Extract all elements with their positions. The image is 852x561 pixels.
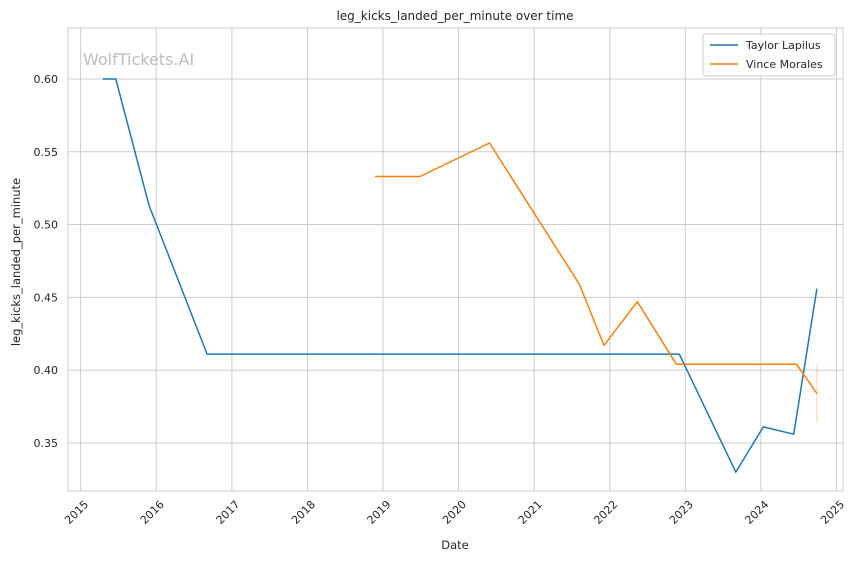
x-axis-label: Date [441, 538, 469, 552]
series-line-taylor-lapilus [102, 78, 818, 473]
watermark: WolfTickets.AI [83, 50, 194, 69]
y-tick-label: 0.45 [34, 291, 59, 304]
x-tick-label: 2018 [289, 498, 318, 527]
grid-lines [68, 28, 843, 491]
x-tick-label: 2016 [138, 498, 167, 527]
x-tick-label: 2025 [818, 498, 847, 527]
x-tick-labels: 2015 2016 2017 2018 2019 2020 2021 2022 2023 2024… [62, 498, 847, 527]
y-axis-label: leg_kicks_landed_per_minute [9, 178, 23, 346]
y-tick-labels: 0.35 0.40 0.45 0.50 0.55 0.60 [34, 73, 59, 450]
legend-label-taylor-lapilus: Taylor Lapilus [745, 39, 821, 52]
chart-title: leg_kicks_landed_per_minute over time [336, 9, 573, 23]
x-tick-label: 2023 [667, 498, 696, 527]
plot-frame [67, 27, 844, 492]
legend-label-vince-morales: Vince Morales [746, 58, 823, 71]
legend: Taylor Lapilus Vince Morales [702, 33, 836, 77]
x-tick-label: 2022 [591, 498, 620, 527]
series-line-vince-morales [375, 142, 818, 394]
x-tick-label: 2024 [742, 498, 771, 527]
x-tick-label: 2019 [365, 498, 394, 527]
y-tick-label: 0.40 [34, 364, 59, 377]
x-tick-label: 2015 [62, 498, 91, 527]
x-tick-label: 2017 [214, 498, 243, 527]
x-tick-label: 2021 [516, 498, 545, 527]
y-tick-label: 0.35 [34, 437, 59, 450]
x-tick-label: 2020 [440, 498, 469, 527]
y-tick-label: 0.55 [34, 146, 59, 159]
series-layer [102, 78, 818, 473]
y-tick-label: 0.50 [34, 219, 59, 232]
y-tick-label: 0.60 [34, 73, 59, 86]
